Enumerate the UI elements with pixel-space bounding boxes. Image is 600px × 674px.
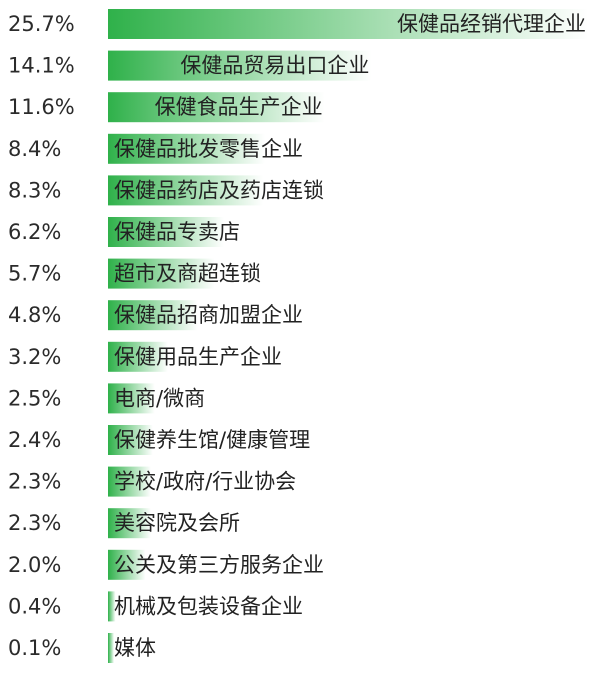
category-label: 超市及商超连锁 [114,262,261,286]
bar [108,133,265,164]
bar [108,50,372,81]
value-label: 2.4% [8,428,61,452]
value-label: 4.8% [8,303,61,327]
bar [108,341,168,372]
bar [108,217,224,247]
value-label: 8.3% [8,178,61,202]
bar [108,466,151,497]
value-label: 2.3% [8,470,61,494]
bar [108,425,153,455]
value-label: 0.1% [8,636,61,660]
value-label: 6.2% [8,220,61,244]
category-label: 保健品经销代理企业 [397,12,586,36]
value-label: 3.2% [8,345,61,369]
bar [108,300,198,331]
bar [108,9,588,39]
value-label: 2.0% [8,553,61,577]
value-label: 2.5% [8,386,61,410]
category-label: 电商/微商 [114,386,205,410]
value-label: 2.3% [8,511,61,535]
category-label: 机械及包装设备企业 [114,594,303,618]
category-label: 保健养生馆/健康管理 [114,428,310,452]
bar [108,549,146,580]
bar [108,258,215,289]
bar [108,591,116,622]
category-label: 保健品招商加盟企业 [114,303,303,327]
value-label: 8.4% [8,137,61,161]
bar [108,633,114,663]
category-label: 保健品专卖店 [114,220,240,244]
value-label: 14.1% [8,54,75,78]
value-label: 25.7% [8,12,75,36]
category-label: 保健用品生产企业 [114,345,282,369]
category-label: 媒体 [114,636,156,660]
bar [108,92,325,123]
bar [108,508,151,539]
category-label: 保健食品生产企业 [155,95,323,119]
category-label: 保健品贸易出口企业 [180,54,369,78]
category-label: 保健品批发零售企业 [114,137,303,161]
category-label: 公关及第三方服务企业 [114,553,324,577]
category-label: 美容院及会所 [114,511,240,535]
bar [108,383,155,414]
bar [108,175,264,206]
category-label: 保健品药店及药店连锁 [114,178,324,202]
value-label: 0.4% [8,594,61,618]
value-label: 11.6% [8,95,75,119]
value-label: 5.7% [8,262,61,286]
category-label: 学校/政府/行业协会 [114,470,296,494]
